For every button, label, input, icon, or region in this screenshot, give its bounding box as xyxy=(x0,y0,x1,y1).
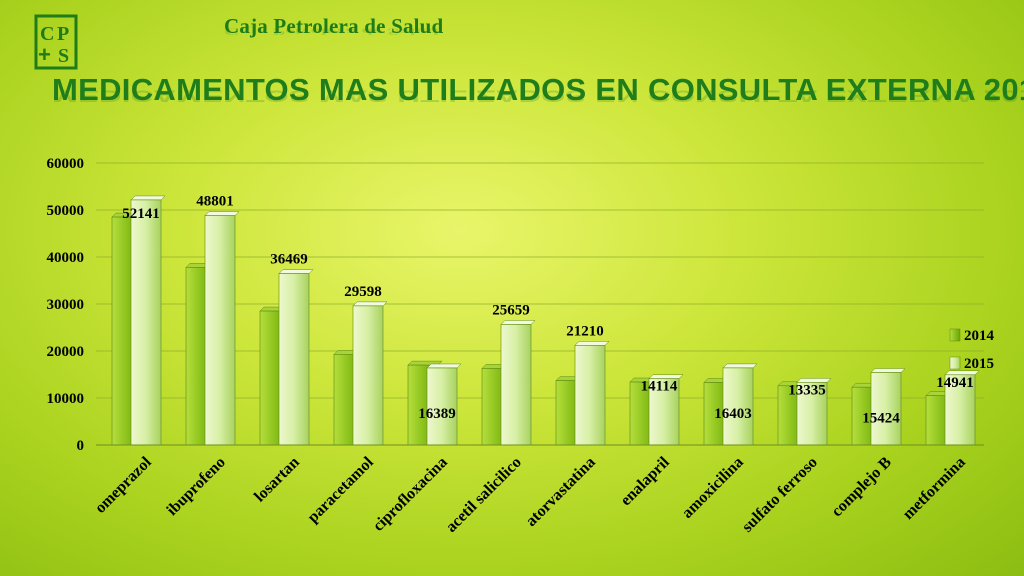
bar-top-2015 xyxy=(722,363,758,369)
data-label: 29598 xyxy=(344,284,382,300)
bar-top-2015 xyxy=(426,363,462,369)
data-label: 15424 xyxy=(862,411,900,427)
bar-2015-metformina xyxy=(944,374,976,446)
legend-label: 2015 xyxy=(964,356,994,372)
svg-text:+: + xyxy=(38,42,51,67)
y-tick-label: 60000 xyxy=(47,156,85,172)
data-label: 25659 xyxy=(492,302,530,318)
bar-2015-paracetamol xyxy=(352,305,384,446)
svg-text:S: S xyxy=(58,45,69,67)
bar-top-2015 xyxy=(352,301,388,307)
brand-name: Caja Petrolera de Salud xyxy=(224,14,444,38)
y-tick-label: 50000 xyxy=(47,203,85,219)
x-category-label: paracetamol xyxy=(304,453,377,526)
bar-2015-sulfato-ferroso xyxy=(796,382,828,446)
data-label: 13335 xyxy=(788,382,826,398)
data-label: 52141 xyxy=(122,206,160,222)
x-category-label: atorvastatina xyxy=(523,454,599,530)
data-label: 14114 xyxy=(641,379,678,395)
bar-2015-amoxicilina xyxy=(722,367,754,446)
bar-2015-losartan xyxy=(278,273,310,446)
bar-top-2015 xyxy=(500,320,536,325)
cps-logo: C P + S xyxy=(34,14,78,70)
x-category-label: ibuprofeno xyxy=(164,454,229,519)
bar-top-2015 xyxy=(278,269,314,274)
svg-text:C: C xyxy=(40,23,54,45)
page-title: MEDICAMENTOS MAS UTILIZADOS EN CONSULTA … xyxy=(52,72,1024,107)
data-label: 48801 xyxy=(196,194,234,210)
data-label: 21210 xyxy=(566,323,604,339)
data-label: 16389 xyxy=(418,406,456,422)
y-tick-label: 20000 xyxy=(47,344,85,360)
x-category-label: losartan xyxy=(251,454,303,506)
data-label: 14941 xyxy=(936,375,974,391)
x-category-label: enalapril xyxy=(617,453,673,509)
bar-2015-ibuprofeno xyxy=(204,215,236,446)
y-tick-label: 30000 xyxy=(47,297,85,313)
data-label: 36469 xyxy=(270,252,308,268)
x-category-label: sulfato ferroso xyxy=(739,454,821,536)
legend-swatch-2015 xyxy=(949,356,961,370)
legend-label: 2014 xyxy=(964,328,995,344)
bar-2015-ciprofloxacina xyxy=(426,367,458,446)
x-category-label: omeprazol xyxy=(92,453,155,516)
bar-top-2015 xyxy=(204,211,240,216)
bar-2015-atorvastatina xyxy=(574,345,606,446)
x-category-label: amoxicilina xyxy=(679,454,747,522)
legend-swatch-2014 xyxy=(949,328,961,342)
x-category-label: ciprofloxacina xyxy=(370,454,451,535)
x-category-label: complejo B xyxy=(828,454,895,521)
y-tick-label: 40000 xyxy=(47,250,85,266)
bar-2015-complejo-B xyxy=(870,372,902,446)
svg-text:P: P xyxy=(57,23,69,45)
bar-top-2015 xyxy=(574,341,610,346)
bar-top-2015 xyxy=(130,195,166,201)
x-category-label: acetil salicilico xyxy=(443,454,525,536)
bar-2015-enalapril xyxy=(648,378,680,446)
bar-top-2015 xyxy=(870,368,906,373)
y-tick-label: 0 xyxy=(77,438,85,454)
bar-2015-omeprazol xyxy=(130,199,162,446)
data-label: 16403 xyxy=(714,406,752,422)
x-category-label: metformina xyxy=(900,454,969,523)
y-tick-label: 10000 xyxy=(47,391,85,407)
bar-2015-acetil-salicilico xyxy=(500,324,532,446)
